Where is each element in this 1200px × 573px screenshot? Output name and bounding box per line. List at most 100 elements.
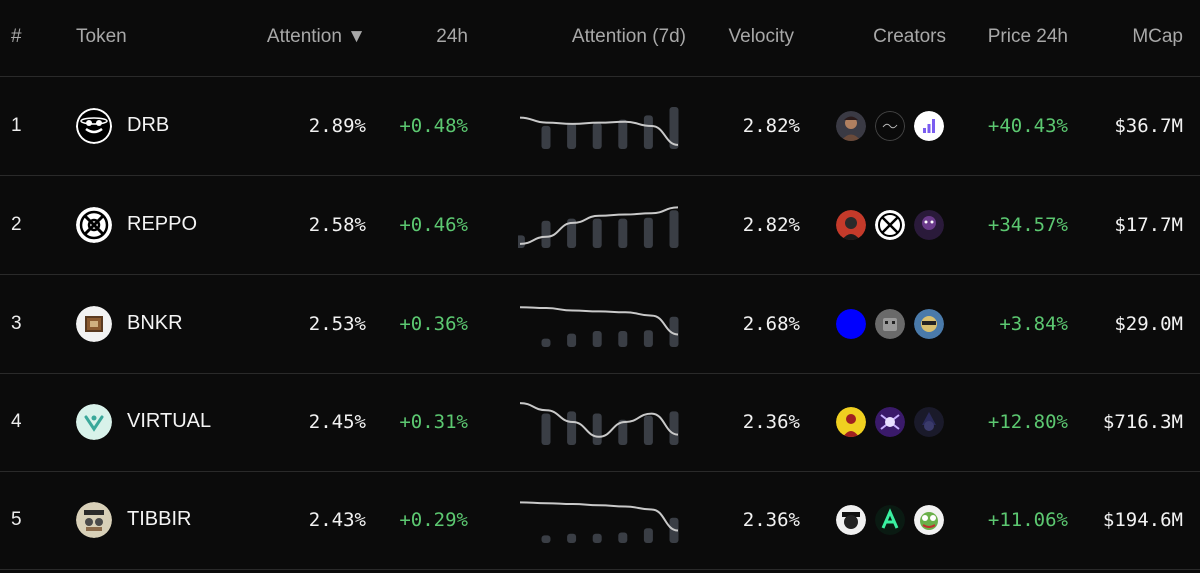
sparkline-bar — [618, 419, 628, 445]
market-cap: $194.6M — [1102, 509, 1183, 531]
attention-value: 2.58% — [308, 214, 366, 236]
attention-7d-sparkline — [519, 306, 679, 347]
table-row[interactable]: 1 DRB 2.89% +0.48% 2.82% +40.43% $36.7M — [0, 77, 1200, 176]
attention-value: 2.53% — [308, 313, 366, 335]
sparkline-bar — [592, 413, 602, 445]
creator-avatar-3[interactable] — [914, 111, 944, 141]
change-24h: +0.31% — [399, 411, 468, 433]
sparkline-bar — [643, 115, 653, 149]
token-name[interactable]: TIBBIR — [127, 508, 192, 530]
table-header: # Token Attention ▼ 24h Attention (7d) V… — [0, 0, 1200, 77]
sparkline-line — [519, 206, 679, 245]
market-cap: $29.0M — [1114, 313, 1183, 335]
sparkline-bar — [618, 331, 628, 347]
price-24h: +34.57% — [987, 214, 1068, 236]
rank: 4 — [11, 411, 22, 432]
sparkline-bar — [669, 316, 679, 347]
rank: 5 — [11, 509, 22, 530]
velocity-value: 2.68% — [742, 313, 800, 335]
creator-avatar-7[interactable] — [836, 309, 866, 339]
market-cap: $716.3M — [1102, 411, 1183, 433]
creators-avatars — [836, 309, 948, 341]
creator-avatar-1[interactable] — [836, 111, 866, 141]
sparkline-bar — [567, 411, 577, 445]
sparkline-bar — [541, 338, 551, 347]
table-row[interactable]: 5 TIBBIR 2.43% +0.29% 2.36% +11.06% $194… — [0, 471, 1200, 570]
header-price-24h[interactable]: Price 24h — [987, 26, 1068, 47]
sparkline-line — [519, 306, 679, 336]
creator-avatar-4[interactable] — [836, 210, 866, 240]
rank: 1 — [11, 115, 22, 136]
header-rank[interactable]: # — [11, 26, 22, 47]
price-24h: +12.80% — [987, 411, 1068, 433]
table-row[interactable]: 3 BNKR 2.53% +0.36% 2.68% +3.84% $29.0M — [0, 275, 1200, 374]
token-name[interactable]: DRB — [127, 114, 170, 136]
token-name[interactable]: VIRTUAL — [127, 410, 212, 432]
header-attention-sorted[interactable]: Attention ▼ — [266, 26, 366, 47]
creator-avatar-15[interactable] — [914, 505, 944, 535]
creators-avatars — [836, 111, 948, 143]
sparkline-bar — [541, 220, 551, 248]
sparkline-bar — [541, 413, 551, 445]
sparkline-bar — [541, 125, 551, 149]
sparkline-bar — [592, 218, 602, 248]
creator-avatar-6[interactable] — [914, 210, 944, 240]
creator-avatar-8[interactable] — [875, 309, 905, 339]
price-24h: +3.84% — [999, 313, 1068, 335]
sparkline-bar — [669, 107, 679, 149]
token-name[interactable]: BNKR — [127, 312, 183, 334]
sparkline-bar — [592, 331, 602, 347]
sparkline-bar — [567, 123, 577, 149]
creators-avatars — [836, 505, 948, 537]
sparkline-bar — [643, 528, 653, 543]
virtual-logo-icon — [76, 404, 112, 440]
sparkline-bar — [618, 119, 628, 149]
header-24h[interactable]: 24h — [436, 26, 468, 47]
creators-avatars — [836, 407, 948, 439]
creator-avatar-11[interactable] — [875, 407, 905, 437]
sparkline-bar — [592, 123, 602, 149]
attention-value: 2.89% — [308, 115, 366, 137]
header-velocity[interactable]: Velocity — [728, 26, 794, 47]
sparkline-bar — [518, 235, 525, 248]
creator-avatar-10[interactable] — [836, 407, 866, 437]
sparkline-bar — [567, 333, 577, 347]
rank: 3 — [11, 313, 22, 334]
change-24h: +0.36% — [399, 313, 468, 335]
table-row[interactable]: 4 VIRTUAL 2.45% +0.31% 2.36% +12.80% $71… — [0, 373, 1200, 472]
sparkline-bar — [567, 218, 577, 248]
attention-7d-sparkline — [519, 501, 679, 543]
header-mcap[interactable]: MCap — [1132, 26, 1183, 47]
sparkline-bar — [643, 415, 653, 445]
header-attention-7d[interactable]: Attention (7d) — [571, 26, 686, 47]
sparkline-bar — [592, 533, 602, 543]
header-creators[interactable]: Creators — [873, 26, 946, 47]
creators-avatars — [836, 210, 948, 242]
market-cap: $36.7M — [1114, 115, 1183, 137]
velocity-value: 2.36% — [742, 411, 800, 433]
sparkline-bar — [669, 411, 679, 445]
token-name[interactable]: REPPO — [127, 213, 198, 235]
sparkline-bar — [643, 217, 653, 248]
header-token[interactable]: Token — [76, 26, 127, 47]
drb-logo-icon — [76, 108, 112, 144]
sparkline-bar — [618, 532, 628, 543]
creator-avatar-12[interactable] — [914, 407, 944, 437]
attention-7d-sparkline — [519, 402, 679, 445]
market-cap: $17.7M — [1114, 214, 1183, 236]
price-24h: +11.06% — [987, 509, 1068, 531]
bnkr-logo-icon — [76, 306, 112, 342]
creator-avatar-9[interactable] — [914, 309, 944, 339]
creator-avatar-2[interactable] — [875, 111, 905, 141]
creator-avatar-5[interactable] — [875, 210, 905, 240]
sparkline-bar — [541, 535, 551, 543]
creator-avatar-13[interactable] — [836, 505, 866, 535]
sparkline-line — [519, 402, 679, 438]
sparkline-bar — [669, 210, 679, 248]
table-row[interactable]: 2 REPPO 2.58% +0.46% 2.82% +34.57% $17.7… — [0, 176, 1200, 275]
sparkline-bar — [643, 330, 653, 347]
sparkline-bar — [618, 218, 628, 248]
creator-avatar-14[interactable] — [875, 505, 905, 535]
sparkline-line — [519, 116, 679, 146]
rank: 2 — [11, 214, 22, 235]
